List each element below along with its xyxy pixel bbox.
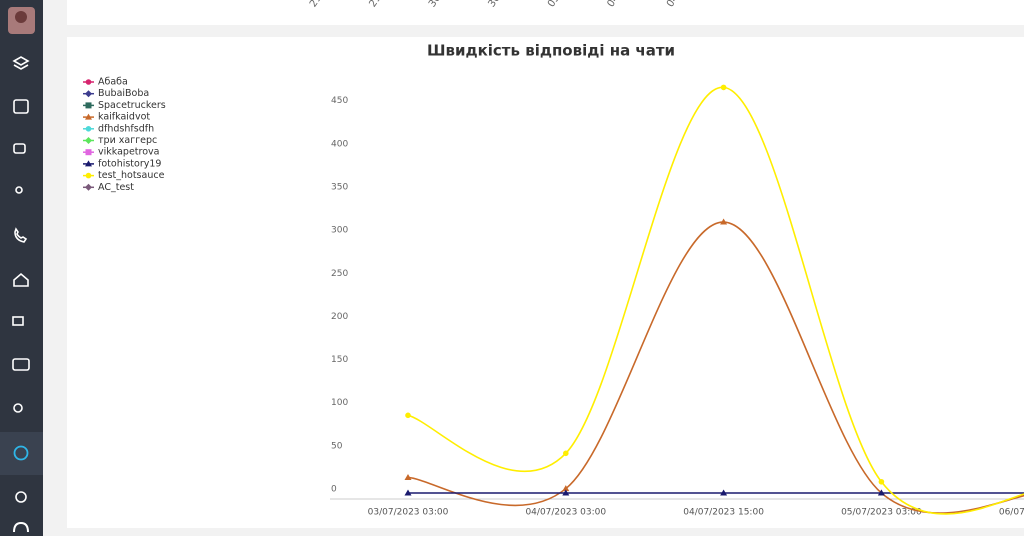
icon-support[interactable] [13,521,29,533]
x-tick-label: 04/07/2023 15:00 [683,508,764,518]
icon-reports[interactable] [13,445,29,461]
point [85,160,92,167]
legend-label: три хаггерс [98,135,157,146]
icon-money[interactable] [12,358,30,371]
top-axis-label: 04/ [665,0,684,9]
point [85,79,92,85]
top-axis-label: 04/ [605,0,624,9]
y-tick-label: 250 [331,269,348,279]
point [85,183,92,191]
point [85,172,92,179]
icon-phone[interactable] [14,227,28,243]
legend-label: kaifkaidvot [98,112,150,123]
sidebar-icons [12,56,30,413]
chart-card [67,37,1024,528]
top-card [67,0,1024,25]
point [85,126,92,132]
y-tick-label: 350 [331,182,348,192]
point [404,489,412,496]
top-axis-label: 29/ [308,0,327,9]
point [720,84,727,91]
point [562,485,570,492]
point [877,489,885,496]
icon-chat[interactable] [13,143,26,154]
legend-label: Spacetruckers [98,100,166,111]
point [878,478,885,485]
icon-truck[interactable] [12,316,24,326]
point [85,137,92,144]
y-tick-label: 300 [331,226,348,236]
y-tick-label: 0 [331,485,337,495]
x-tick-label: 05/07/2023 03:00 [841,508,922,518]
icon-calendar[interactable] [13,99,29,114]
point [720,489,728,496]
icon-layers[interactable] [12,56,30,70]
point [562,489,570,496]
x-tick-label: 03/07/2023 03:00 [368,508,449,518]
legend-label: fotohistory19 [98,158,161,169]
y-tick-label: 100 [331,398,348,408]
point [85,149,92,156]
x-tick-label: 04/07/2023 03:00 [525,508,606,518]
sidebar-active [0,432,43,475]
icon-network[interactable] [13,403,23,413]
point [563,450,569,457]
legend-label: dfhdshfsdfh [98,123,154,134]
y-tick-label: 50 [331,441,343,451]
x-tick-label: 06/07/2023 03:00 [999,508,1024,518]
icon-settings[interactable] [15,491,27,503]
top-axis-label: 30/ [486,0,505,9]
top-axis-label: 03/ [546,0,565,9]
legend-label: Абаба [98,77,128,88]
legend-label: vikkapetrova [98,147,159,158]
point [85,113,92,120]
y-tick-label: 400 [331,139,348,149]
legend-label: AC_test [98,182,134,193]
point [720,218,728,225]
y-tick-label: 150 [331,355,348,365]
top-axis-label: 30/ [427,0,446,9]
y-tick-label: 450 [331,96,348,106]
legend-label: BubaiBoba [98,88,149,99]
point [404,473,412,480]
top-axis-label: 29/ [367,0,386,9]
point [85,90,92,98]
chart-title: Швидкість відповіді на чати [427,42,675,60]
y-tick-label: 200 [331,312,348,322]
icon-users[interactable] [15,186,23,194]
legend-label: test_hotsauce [98,170,165,181]
icon-home[interactable] [13,272,29,287]
point [405,412,411,419]
point [85,102,92,109]
avatar-face [15,11,27,23]
